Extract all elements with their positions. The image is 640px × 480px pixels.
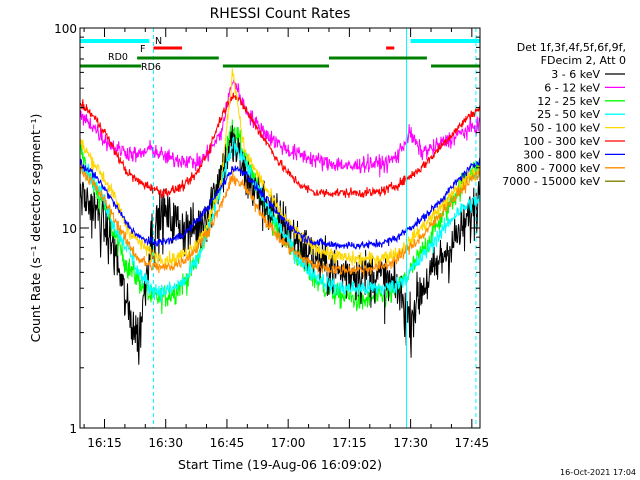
y-tick-label: 10 — [62, 222, 77, 236]
series-line-25-50kev — [80, 136, 480, 303]
legend-entry-label: 800 - 7000 keV — [516, 162, 600, 175]
series-line-300-800kev — [80, 157, 480, 251]
x-tick-label: 17:00 — [271, 436, 306, 450]
x-axis-label: Start Time (19-Aug-06 16:09:02) — [178, 457, 382, 472]
series-line-3-6kev — [80, 125, 480, 365]
flag-label-rd0: RD0 — [108, 52, 128, 63]
y-axis: 1 10 100 — [54, 22, 480, 436]
x-tick-label: 17:45 — [455, 436, 490, 450]
legend-header-line: Det 1f,3f,4f,5f,6f,9f, — [517, 41, 626, 54]
series-line-50-100kev — [80, 68, 480, 269]
y-tick-label: 1 — [69, 422, 77, 436]
x-tick-label: 17:15 — [332, 436, 367, 450]
x-axis: 16:15 16:30 16:45 17:00 17:15 17:30 17:45 — [83, 28, 490, 450]
legend-entry-label: 50 - 100 keV — [530, 122, 600, 135]
legend-entry-label: 12 - 25 keV — [537, 95, 600, 108]
series-line-6-12kev — [80, 79, 480, 178]
y-axis-label: Count Rate (s⁻¹ detector segment⁻¹) — [28, 114, 43, 343]
flag-label-f: F — [140, 44, 145, 55]
chart-title: RHESSI Count Rates — [210, 6, 351, 22]
legend-entry-label: 25 - 50 keV — [537, 108, 600, 121]
y-tick-label: 100 — [54, 22, 77, 36]
legend-entry-label: 6 - 12 keV — [544, 81, 600, 94]
legend: Det 1f,3f,4f,5f,6f,9f,FDecim 2, Att 03 -… — [502, 41, 626, 188]
x-tick-label: 17:30 — [393, 436, 428, 450]
flag-label-n: N — [155, 36, 162, 47]
plot-area — [80, 28, 480, 428]
series-line-100-300kev — [80, 92, 480, 199]
series-line-800-7000kev — [80, 163, 480, 278]
x-tick-label: 16:45 — [210, 436, 245, 450]
x-tick-label: 16:15 — [87, 436, 122, 450]
legend-entry-label: 100 - 300 keV — [523, 135, 600, 148]
legend-header-line: FDecim 2, Att 0 — [541, 54, 626, 67]
legend-entry-label: 7000 - 15000 keV — [502, 175, 600, 188]
legend-entry-label: 3 - 6 keV — [551, 68, 600, 81]
footer-date: 16-Oct-2021 17:04 — [560, 468, 636, 477]
legend-entry-label: 300 - 800 keV — [523, 148, 600, 161]
x-tick-label: 16:30 — [148, 436, 183, 450]
flag-label-rd6: RD6 — [141, 62, 161, 73]
